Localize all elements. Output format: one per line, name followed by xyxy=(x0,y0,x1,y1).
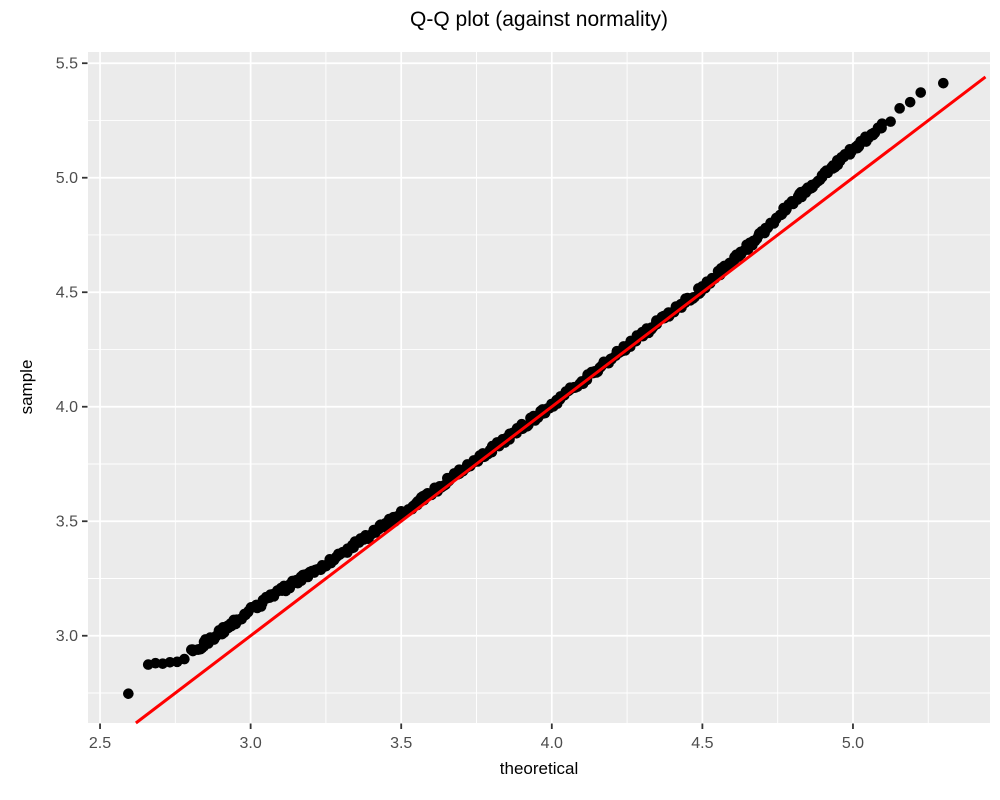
x-tick-label: 4.5 xyxy=(691,735,713,752)
y-tick-label: 4.0 xyxy=(56,399,78,416)
y-tick-label: 5.5 xyxy=(56,56,78,73)
y-axis-title-text: sample xyxy=(17,359,36,415)
x-tick-label: 3.5 xyxy=(390,735,412,752)
x-tick-label: 2.5 xyxy=(89,735,111,752)
qq-point-lower-tail xyxy=(179,653,190,665)
qq-point xyxy=(876,122,887,134)
qq-point-upper-tail xyxy=(915,87,927,98)
qq-point-upper-tail xyxy=(894,103,905,114)
qq-point-lower-tail xyxy=(123,688,134,699)
x-tick-label: 5.0 xyxy=(842,735,864,752)
y-tick-label: 5.0 xyxy=(56,170,78,187)
plot-title: Q-Q plot (against normality) xyxy=(410,8,668,31)
x-tick-label: 4.0 xyxy=(541,735,563,752)
x-axis-title: theoretical xyxy=(499,759,579,778)
qq-point-upper-tail xyxy=(885,116,896,127)
x-tick-label: 3.0 xyxy=(240,735,262,752)
qq-point-upper-tail xyxy=(904,96,916,108)
qq-point-upper-tail xyxy=(938,77,949,89)
reference-line xyxy=(134,75,987,725)
y-tick-label: 4.5 xyxy=(56,285,78,302)
y-tick-label: 3.5 xyxy=(56,514,78,531)
y-tick-label: 3.0 xyxy=(56,628,78,645)
